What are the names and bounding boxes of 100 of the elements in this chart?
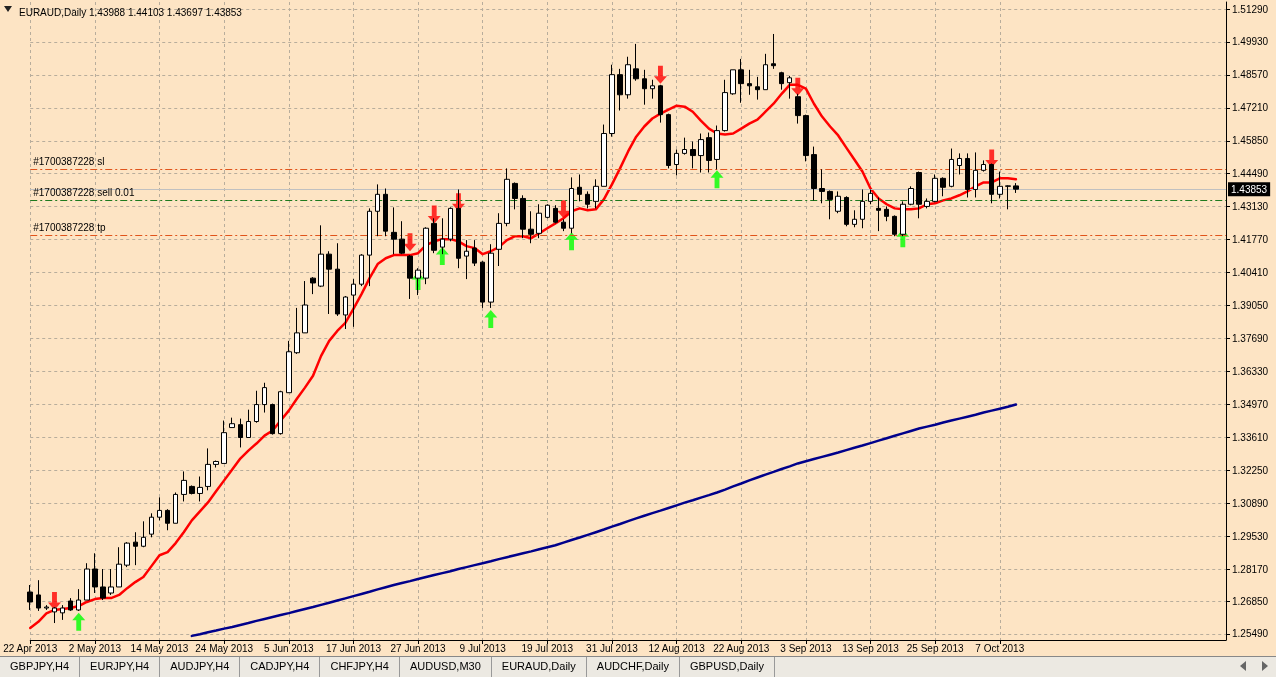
candlestick [181, 470, 187, 502]
candlestick [238, 418, 243, 448]
ref-line-label: 1.43853 [1231, 183, 1268, 195]
candlestick [124, 541, 130, 568]
candlestick [415, 267, 421, 296]
candlestick [585, 190, 590, 209]
x-tick-label: 24 May 2013 [195, 642, 254, 654]
candlestick [480, 260, 485, 309]
candlestick [221, 420, 227, 464]
candlestick [747, 69, 752, 96]
candlestick [52, 606, 57, 624]
candlestick [528, 210, 534, 244]
candlestick [431, 217, 437, 254]
point [72, 612, 86, 631]
text: EURAUD,Daily [491, 657, 587, 677]
candlestick [835, 190, 841, 214]
candlestick [133, 531, 138, 566]
y-tick-label: 1.36330 [1232, 365, 1269, 377]
x-tick-label: 31 Jul 2013 [586, 642, 639, 654]
candlestick [658, 84, 663, 124]
candlestick [569, 176, 574, 234]
candlestick [916, 171, 922, 219]
candlestick [593, 178, 599, 209]
candlestick [496, 212, 502, 267]
candlestick [512, 181, 518, 210]
candlestick [205, 447, 211, 491]
candlestick [335, 242, 340, 317]
candlestick [27, 584, 33, 611]
candlestick [1005, 184, 1011, 210]
x-tick-label: 2 May 2013 [68, 642, 122, 654]
candlestick [423, 226, 429, 285]
x-tick-label: 3 Sep 2013 [780, 642, 832, 654]
candlestick [165, 508, 170, 531]
candlestick [625, 56, 631, 100]
candlestick [844, 195, 849, 227]
candlestick [141, 520, 146, 548]
candlestick [940, 176, 946, 197]
candlestick [84, 562, 90, 601]
candlestick [698, 133, 704, 174]
y-tick-label: 1.48570 [1232, 69, 1269, 81]
ref-line-label: #1700387228 tp [33, 221, 106, 233]
candlestick [819, 168, 825, 204]
y-tick-label: 1.34970 [1232, 398, 1269, 410]
candlestick [246, 409, 251, 439]
text: GBPUSD,Daily [679, 657, 775, 677]
candlestick [367, 207, 372, 287]
text: CADJPY,H4 [240, 657, 321, 677]
candlestick [270, 403, 275, 436]
chart-title: EURAUD,Daily 1.43988 1.44103 1.43697 1.43853 [19, 6, 243, 18]
point [565, 232, 579, 251]
candlestick [108, 568, 114, 596]
x-tick-label: 17 Jun 2013 [325, 642, 382, 654]
candlestick [472, 239, 477, 267]
y-tick-label: 1.33610 [1232, 431, 1269, 443]
candlestick [633, 43, 639, 82]
candlestick [949, 148, 954, 188]
x-tick-label: 5 Jun 2013 [264, 642, 314, 654]
candlestick [722, 79, 728, 133]
candlestick [359, 253, 364, 287]
candlestick [609, 64, 615, 138]
candlestick [318, 224, 324, 288]
candlestick [924, 197, 930, 209]
candlestick [803, 114, 809, 162]
candlestick [504, 167, 510, 227]
x-tick-label: 14 May 2013 [130, 642, 189, 654]
x-tick-label: 25 Sep 2013 [906, 642, 964, 654]
candlestick [92, 552, 98, 594]
text: AUDCHF,Daily [586, 657, 680, 677]
candlestick [682, 137, 687, 156]
candlestick [973, 151, 978, 198]
candlestick [440, 217, 445, 255]
candlestick [714, 125, 720, 170]
candlestick [399, 220, 405, 255]
ref-line-label: #1700387228 sl [33, 155, 105, 167]
candlestick [771, 33, 776, 70]
text: AUDJPY,H4 [160, 657, 241, 677]
candlestick [666, 113, 671, 169]
candlestick [36, 579, 41, 612]
y-tick-label: 1.26850 [1232, 595, 1269, 607]
candlestick [755, 76, 760, 101]
y-tick-label: 1.49930 [1232, 36, 1269, 48]
y-tick-label: 1.51290 [1232, 3, 1269, 15]
candlestick [1013, 182, 1019, 194]
candlestick [787, 75, 792, 100]
candlestick [892, 214, 897, 237]
candlestick [294, 307, 300, 355]
x-tick-label: 12 Aug 2013 [648, 642, 706, 654]
candlestick [561, 218, 566, 232]
candlestick [601, 124, 607, 187]
y-tick-label: 1.25490 [1232, 628, 1269, 640]
candlestick [286, 340, 292, 394]
candlestick [326, 250, 332, 315]
candlestick [674, 149, 679, 176]
candlestick [520, 194, 526, 239]
candlestick [642, 69, 647, 106]
candlestick [343, 295, 348, 330]
point [427, 205, 441, 224]
candlestick [189, 484, 195, 495]
candlestick [456, 188, 461, 269]
candlestick [706, 132, 712, 174]
